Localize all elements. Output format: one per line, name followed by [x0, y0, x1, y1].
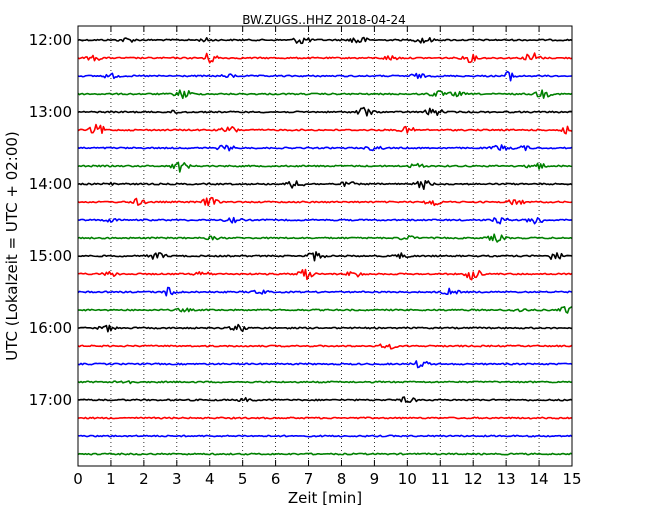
trace-line: [77, 144, 573, 152]
trace-line: [77, 196, 573, 207]
trace-line: [77, 106, 573, 117]
x-tick-label: 3: [172, 470, 182, 488]
trace-line: [78, 305, 573, 314]
trace-line: [77, 161, 573, 173]
trace-line: [77, 233, 573, 243]
grid-lines: [110, 26, 540, 466]
x-tick-label: 12: [464, 470, 483, 488]
y-tick-label: 12:00: [29, 31, 72, 49]
x-tick-label: 9: [370, 470, 380, 488]
x-tick-label: 10: [398, 470, 417, 488]
x-tick-label: 8: [337, 470, 347, 488]
x-axis-ticks: 0 1 2 3 4 5 6 7 8 9 10 11 12 13 14 15: [73, 26, 582, 488]
trace-line: [77, 343, 573, 350]
trace-line: [77, 380, 573, 385]
x-tick-label: 1: [106, 470, 116, 488]
x-axis-label: Zeit [min]: [288, 489, 362, 507]
y-tick-label: 17:00: [29, 391, 72, 409]
trace-line: [77, 416, 573, 420]
chart-title: BW.ZUGS..HHZ 2018-04-24: [242, 13, 405, 27]
y-tick-label: 14:00: [29, 175, 72, 193]
trace-line: [77, 286, 573, 297]
trace-line: [77, 268, 573, 281]
trace-line: [77, 70, 573, 82]
trace-line: [77, 179, 573, 191]
x-tick-label: 11: [431, 470, 450, 488]
plot-frame: [77, 25, 573, 467]
seismogram-traces: [77, 36, 573, 456]
trace-line: [77, 452, 573, 456]
trace-line: [77, 89, 573, 100]
x-tick-label: 2: [139, 470, 149, 488]
x-tick-label: 4: [205, 470, 215, 488]
x-tick-label: 7: [304, 470, 314, 488]
trace-line: [77, 36, 573, 45]
x-tick-label: 14: [530, 470, 549, 488]
y-tick-label: 16:00: [29, 319, 72, 337]
trace-line: [77, 52, 573, 64]
x-tick-label: 13: [497, 470, 516, 488]
trace-line: [77, 396, 573, 403]
x-tick-label: 6: [271, 470, 281, 488]
trace-line: [77, 434, 573, 438]
y-tick-label: 13:00: [29, 103, 72, 121]
x-tick-label: 0: [73, 470, 83, 488]
trace-line: [77, 216, 573, 225]
x-tick-label: 5: [238, 470, 248, 488]
y-axis-label: UTC (Lokalzeit = UTC + 02:00): [3, 131, 21, 361]
trace-line: [77, 251, 573, 262]
trace-line: [77, 360, 573, 369]
trace-line: [77, 323, 573, 333]
trace-line: [77, 123, 573, 135]
y-tick-label: 15:00: [29, 247, 72, 265]
y-axis-ticks: 12:00 13:00 14:00 15:00 16:00 17:00: [29, 31, 572, 409]
x-tick-label: 15: [562, 470, 581, 488]
